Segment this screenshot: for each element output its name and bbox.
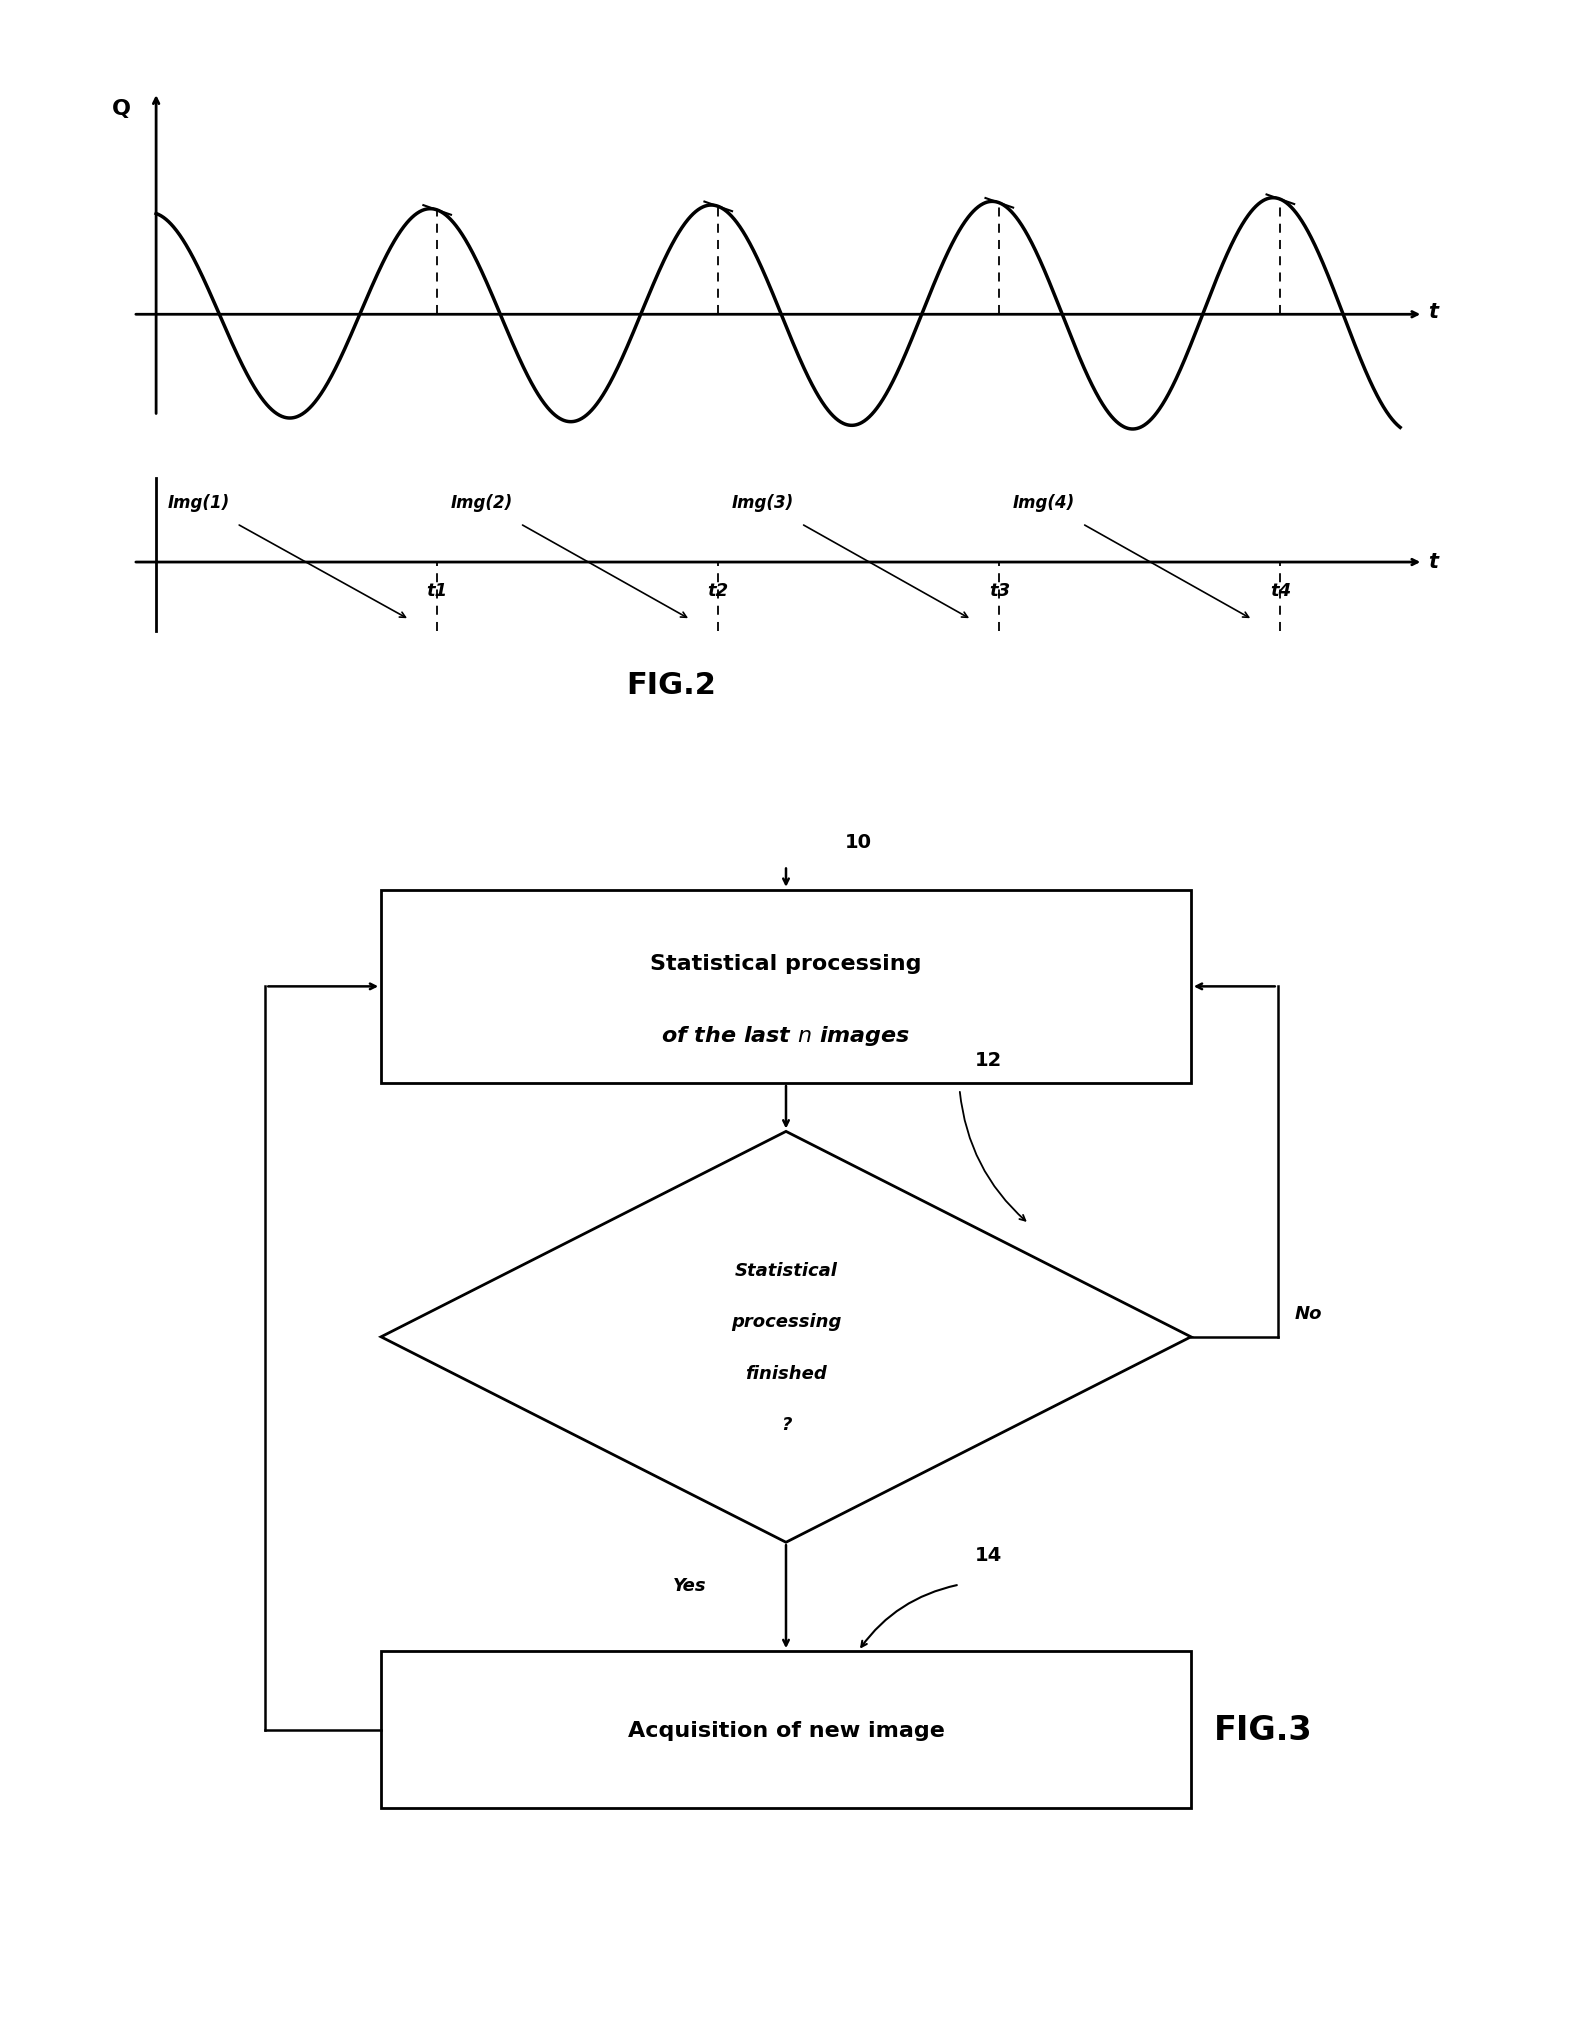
Text: finished: finished xyxy=(745,1364,827,1382)
Text: FIG.2: FIG.2 xyxy=(626,670,717,700)
Polygon shape xyxy=(380,1133,1192,1543)
Bar xyxy=(380,891,1192,1084)
Text: No: No xyxy=(1295,1305,1322,1324)
Text: 14: 14 xyxy=(975,1545,1001,1565)
Text: Q: Q xyxy=(112,99,130,120)
Text: t: t xyxy=(1427,302,1438,321)
Text: processing: processing xyxy=(731,1313,841,1330)
Text: Img(1): Img(1) xyxy=(168,493,230,512)
Bar xyxy=(380,1650,1192,1809)
Text: t4: t4 xyxy=(1270,583,1291,601)
Text: ?: ? xyxy=(781,1415,791,1433)
Text: t3: t3 xyxy=(989,583,1009,601)
Text: Img(2): Img(2) xyxy=(451,493,512,512)
Text: of the last $n$ images: of the last $n$ images xyxy=(662,1023,910,1047)
Text: FIG.3: FIG.3 xyxy=(1214,1713,1313,1746)
Text: t2: t2 xyxy=(707,583,729,601)
Text: 12: 12 xyxy=(975,1050,1001,1070)
Text: 10: 10 xyxy=(844,832,872,851)
Text: Statistical processing: Statistical processing xyxy=(651,954,921,974)
Text: Statistical: Statistical xyxy=(734,1263,838,1279)
Text: Yes: Yes xyxy=(673,1575,706,1594)
Text: Img(3): Img(3) xyxy=(733,493,794,512)
Text: t1: t1 xyxy=(426,583,448,601)
Text: t: t xyxy=(1427,552,1438,572)
Text: Acquisition of new image: Acquisition of new image xyxy=(627,1719,945,1740)
Text: Img(4): Img(4) xyxy=(1012,493,1075,512)
